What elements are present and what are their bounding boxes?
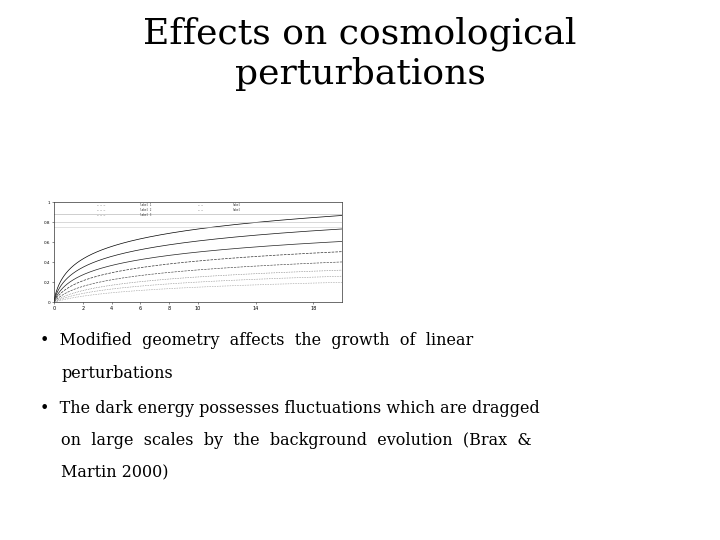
Text: •  The dark energy possesses fluctuations which are dragged: • The dark energy possesses fluctuations… (40, 400, 539, 416)
Text: — — —
— — —
— — —: — — — — — — — — — (97, 204, 105, 217)
Text: label
label: label label (233, 204, 240, 212)
Text: perturbations: perturbations (61, 364, 173, 381)
Text: — —
— —: — — — — (198, 204, 203, 212)
Text: on  large  scales  by  the  background  evolution  (Brax  &: on large scales by the background evolut… (61, 432, 532, 449)
Text: Martin 2000): Martin 2000) (61, 464, 168, 481)
Text: label 1
label 2
label 3: label 1 label 2 label 3 (140, 204, 152, 217)
Text: Effects on cosmological
perturbations: Effects on cosmological perturbations (143, 16, 577, 91)
Text: •  Modified  geometry  affects  the  growth  of  linear: • Modified geometry affects the growth o… (40, 332, 473, 349)
